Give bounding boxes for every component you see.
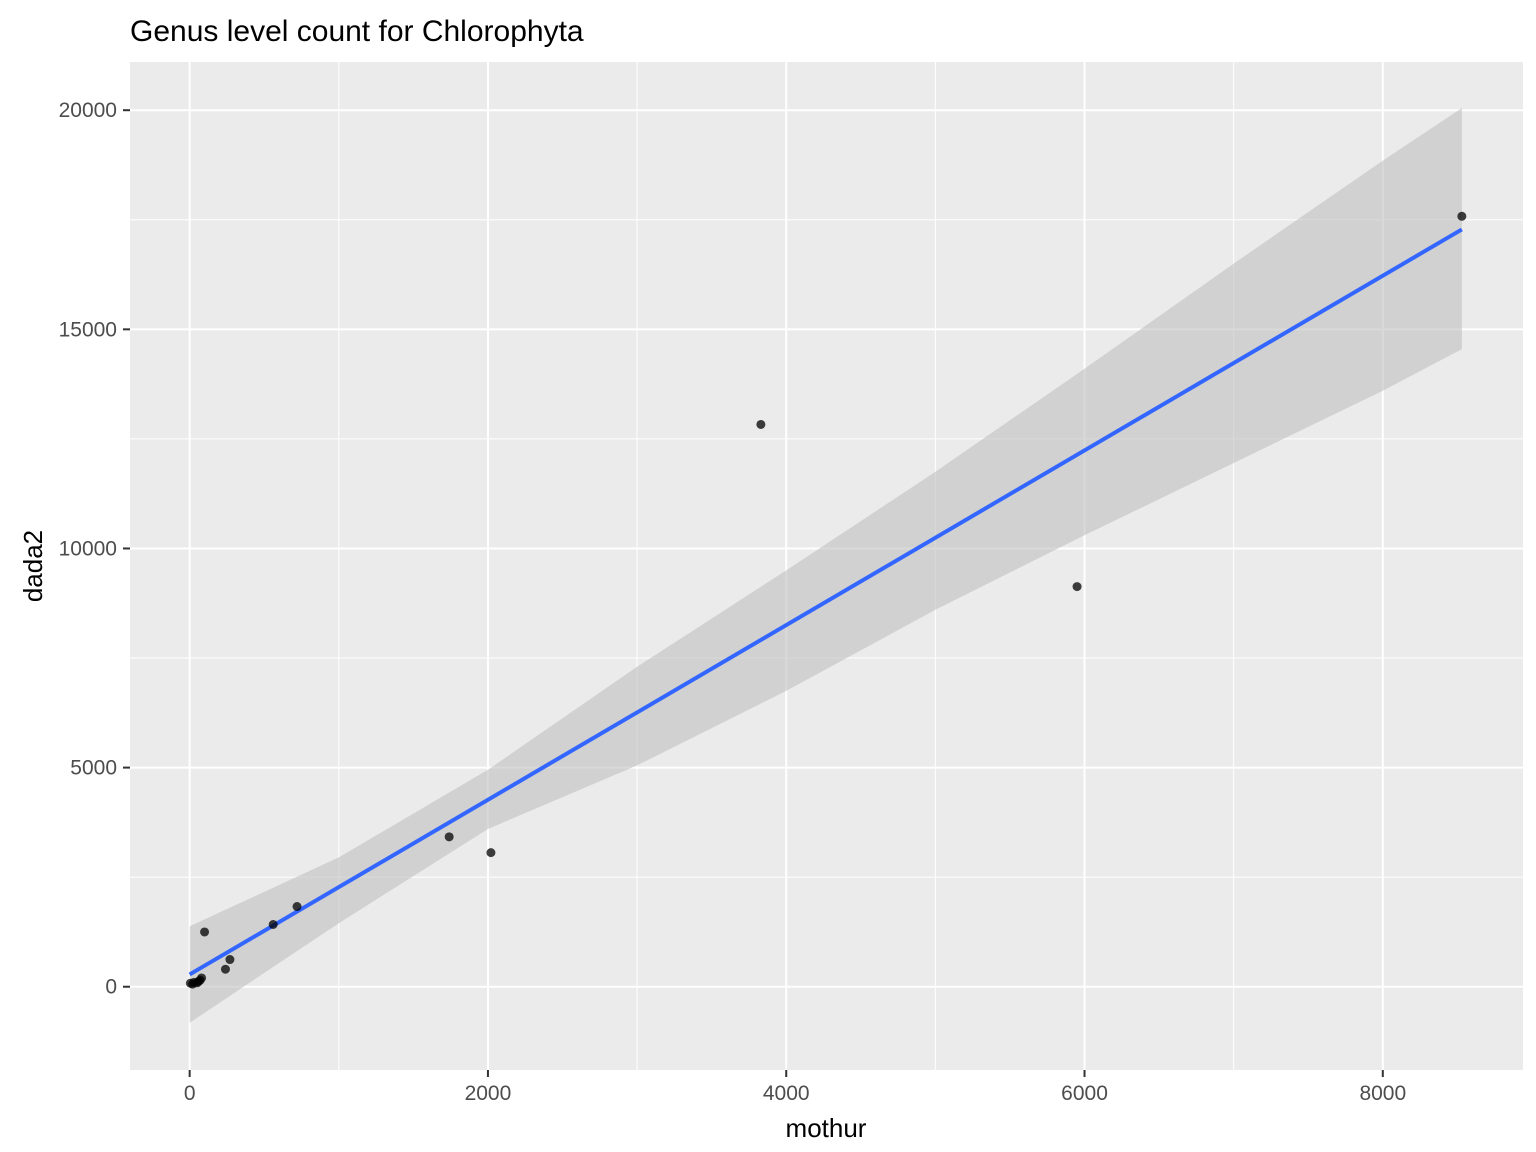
- data-point: [292, 902, 302, 912]
- data-point: [756, 419, 766, 429]
- data-point: [225, 955, 235, 965]
- x-tick-label: 4000: [763, 1082, 810, 1105]
- points-layer: [185, 211, 1467, 989]
- major-gridlines: [130, 62, 1523, 1070]
- fit-line-layer: [188, 227, 1463, 977]
- y-tick-label: 15000: [59, 318, 117, 341]
- y-tick-label: 5000: [70, 757, 117, 780]
- y-tick-label: 20000: [59, 99, 117, 122]
- data-point: [1072, 582, 1082, 592]
- confidence-band: [189, 108, 1462, 1023]
- data-point: [197, 973, 207, 983]
- data-point: [268, 919, 278, 929]
- y-axis-ticks: 0 5000 10000 15000 20000: [59, 99, 130, 999]
- confidence-band-layer: [189, 108, 1462, 1023]
- x-axis-ticks: 0 2000 4000 6000 8000: [184, 1070, 1406, 1105]
- x-tick-label: 8000: [1359, 1082, 1406, 1105]
- chart-title: Genus level count for Chlorophyta: [130, 15, 584, 48]
- data-point: [444, 832, 454, 842]
- y-axis-title: dada2: [18, 530, 48, 602]
- data-point: [220, 964, 230, 974]
- y-tick-label: 0: [105, 976, 117, 999]
- y-tick-label: 10000: [59, 537, 117, 560]
- x-axis-title: mothur: [786, 1113, 867, 1143]
- data-point: [1457, 211, 1467, 221]
- data-point: [200, 927, 210, 937]
- data-point: [486, 848, 496, 858]
- x-tick-label: 2000: [465, 1082, 512, 1105]
- x-tick-label: 0: [184, 1082, 196, 1105]
- fit-line: [188, 227, 1463, 977]
- x-tick-label: 6000: [1061, 1082, 1108, 1105]
